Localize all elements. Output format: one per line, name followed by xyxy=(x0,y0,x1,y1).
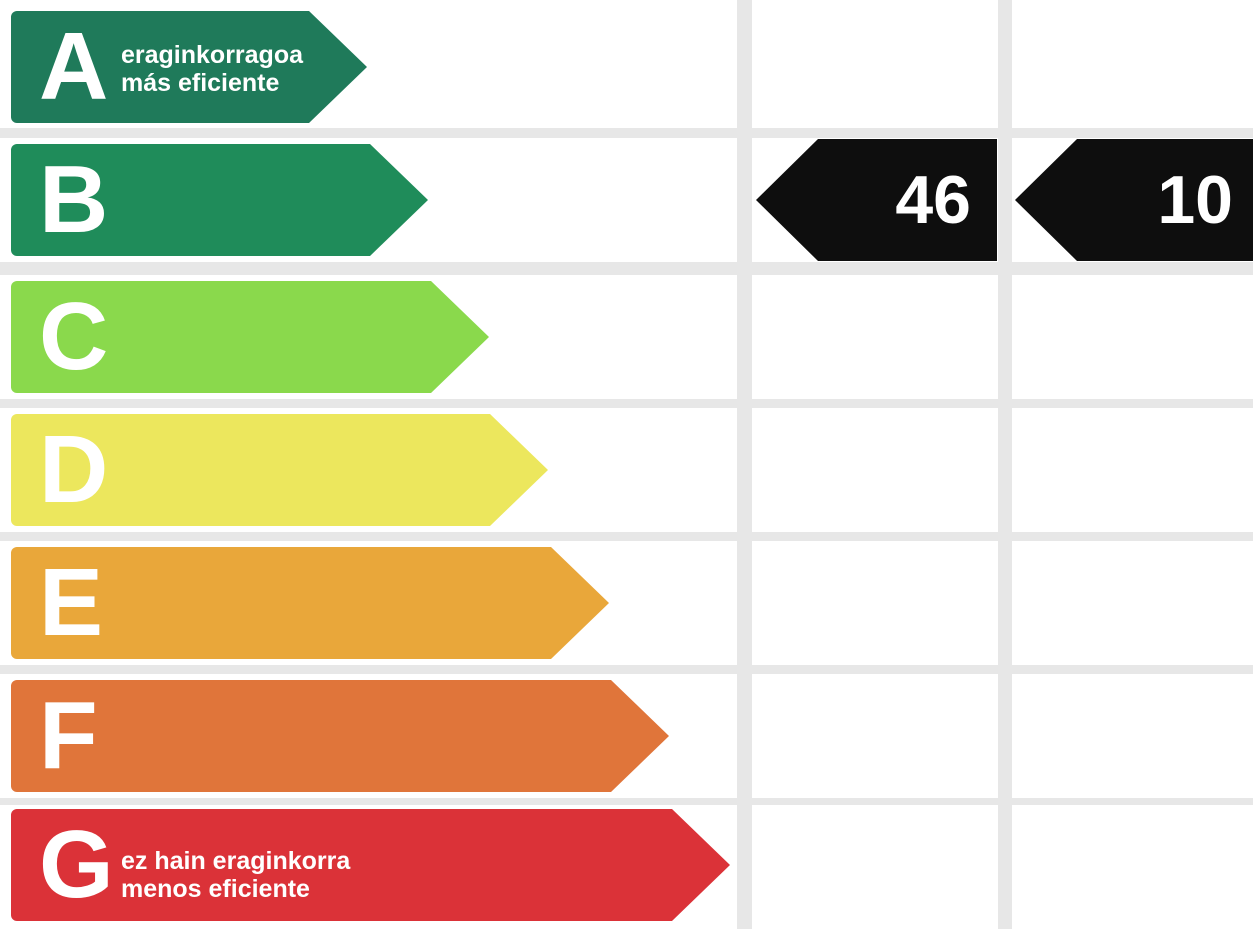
class-g-note-line2: menos eficiente xyxy=(121,875,310,903)
row-e-col2-cell xyxy=(1012,541,1253,665)
class-b-arrow: B xyxy=(11,144,428,256)
class-g-note: ez hain eraginkorra menos eficiente xyxy=(121,847,350,903)
class-a-arrow: A eraginkorragoa más eficiente xyxy=(11,11,367,123)
row-f-col1-cell xyxy=(752,674,998,798)
row-d-col2-cell xyxy=(1012,408,1253,532)
rating-value-1: 46 xyxy=(895,162,971,238)
row-f-col2-cell xyxy=(1012,674,1253,798)
row-a-col2-cell xyxy=(1012,0,1253,128)
row-d-col1-cell xyxy=(752,408,998,532)
class-d-letter: D xyxy=(39,416,108,523)
row-c-col1-cell xyxy=(752,275,998,399)
row-g-col2-cell xyxy=(1012,805,1253,929)
class-g-arrow: G ez hain eraginkorra menos eficiente xyxy=(11,809,730,921)
row-a-col1-cell xyxy=(752,0,998,128)
class-a-note-line1: eraginkorragoa xyxy=(121,41,304,69)
class-d-arrow: D xyxy=(11,414,548,526)
class-f-arrow: F xyxy=(11,680,669,792)
class-c-arrow: C xyxy=(11,281,489,393)
row-e-col1-cell xyxy=(752,541,998,665)
rating-value-2: 10 xyxy=(1157,162,1233,238)
class-a-letter: A xyxy=(39,13,108,120)
class-g-note-line1: ez hain eraginkorra xyxy=(121,847,351,875)
class-f-letter: F xyxy=(39,682,98,789)
class-e-letter: E xyxy=(39,549,103,656)
class-b-letter: B xyxy=(39,146,108,253)
class-a-note-line2: más eficiente xyxy=(121,69,280,97)
class-c-letter: C xyxy=(39,283,108,390)
class-g-letter: G xyxy=(39,811,114,918)
class-e-arrow: E xyxy=(11,547,609,659)
row-c-col2-cell xyxy=(1012,275,1253,399)
class-a-note: eraginkorragoa más eficiente xyxy=(121,41,303,97)
row-g-col1-cell xyxy=(752,805,998,929)
